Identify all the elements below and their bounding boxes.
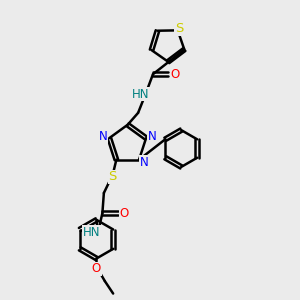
Text: O: O [92,262,101,275]
Text: S: S [175,22,183,35]
Text: N: N [99,130,108,143]
Text: HN: HN [131,88,149,100]
Text: N: N [148,130,156,143]
Text: O: O [170,68,180,81]
Text: HN: HN [82,226,100,239]
Text: O: O [120,207,129,220]
Text: S: S [109,170,117,183]
Text: N: N [140,156,149,169]
